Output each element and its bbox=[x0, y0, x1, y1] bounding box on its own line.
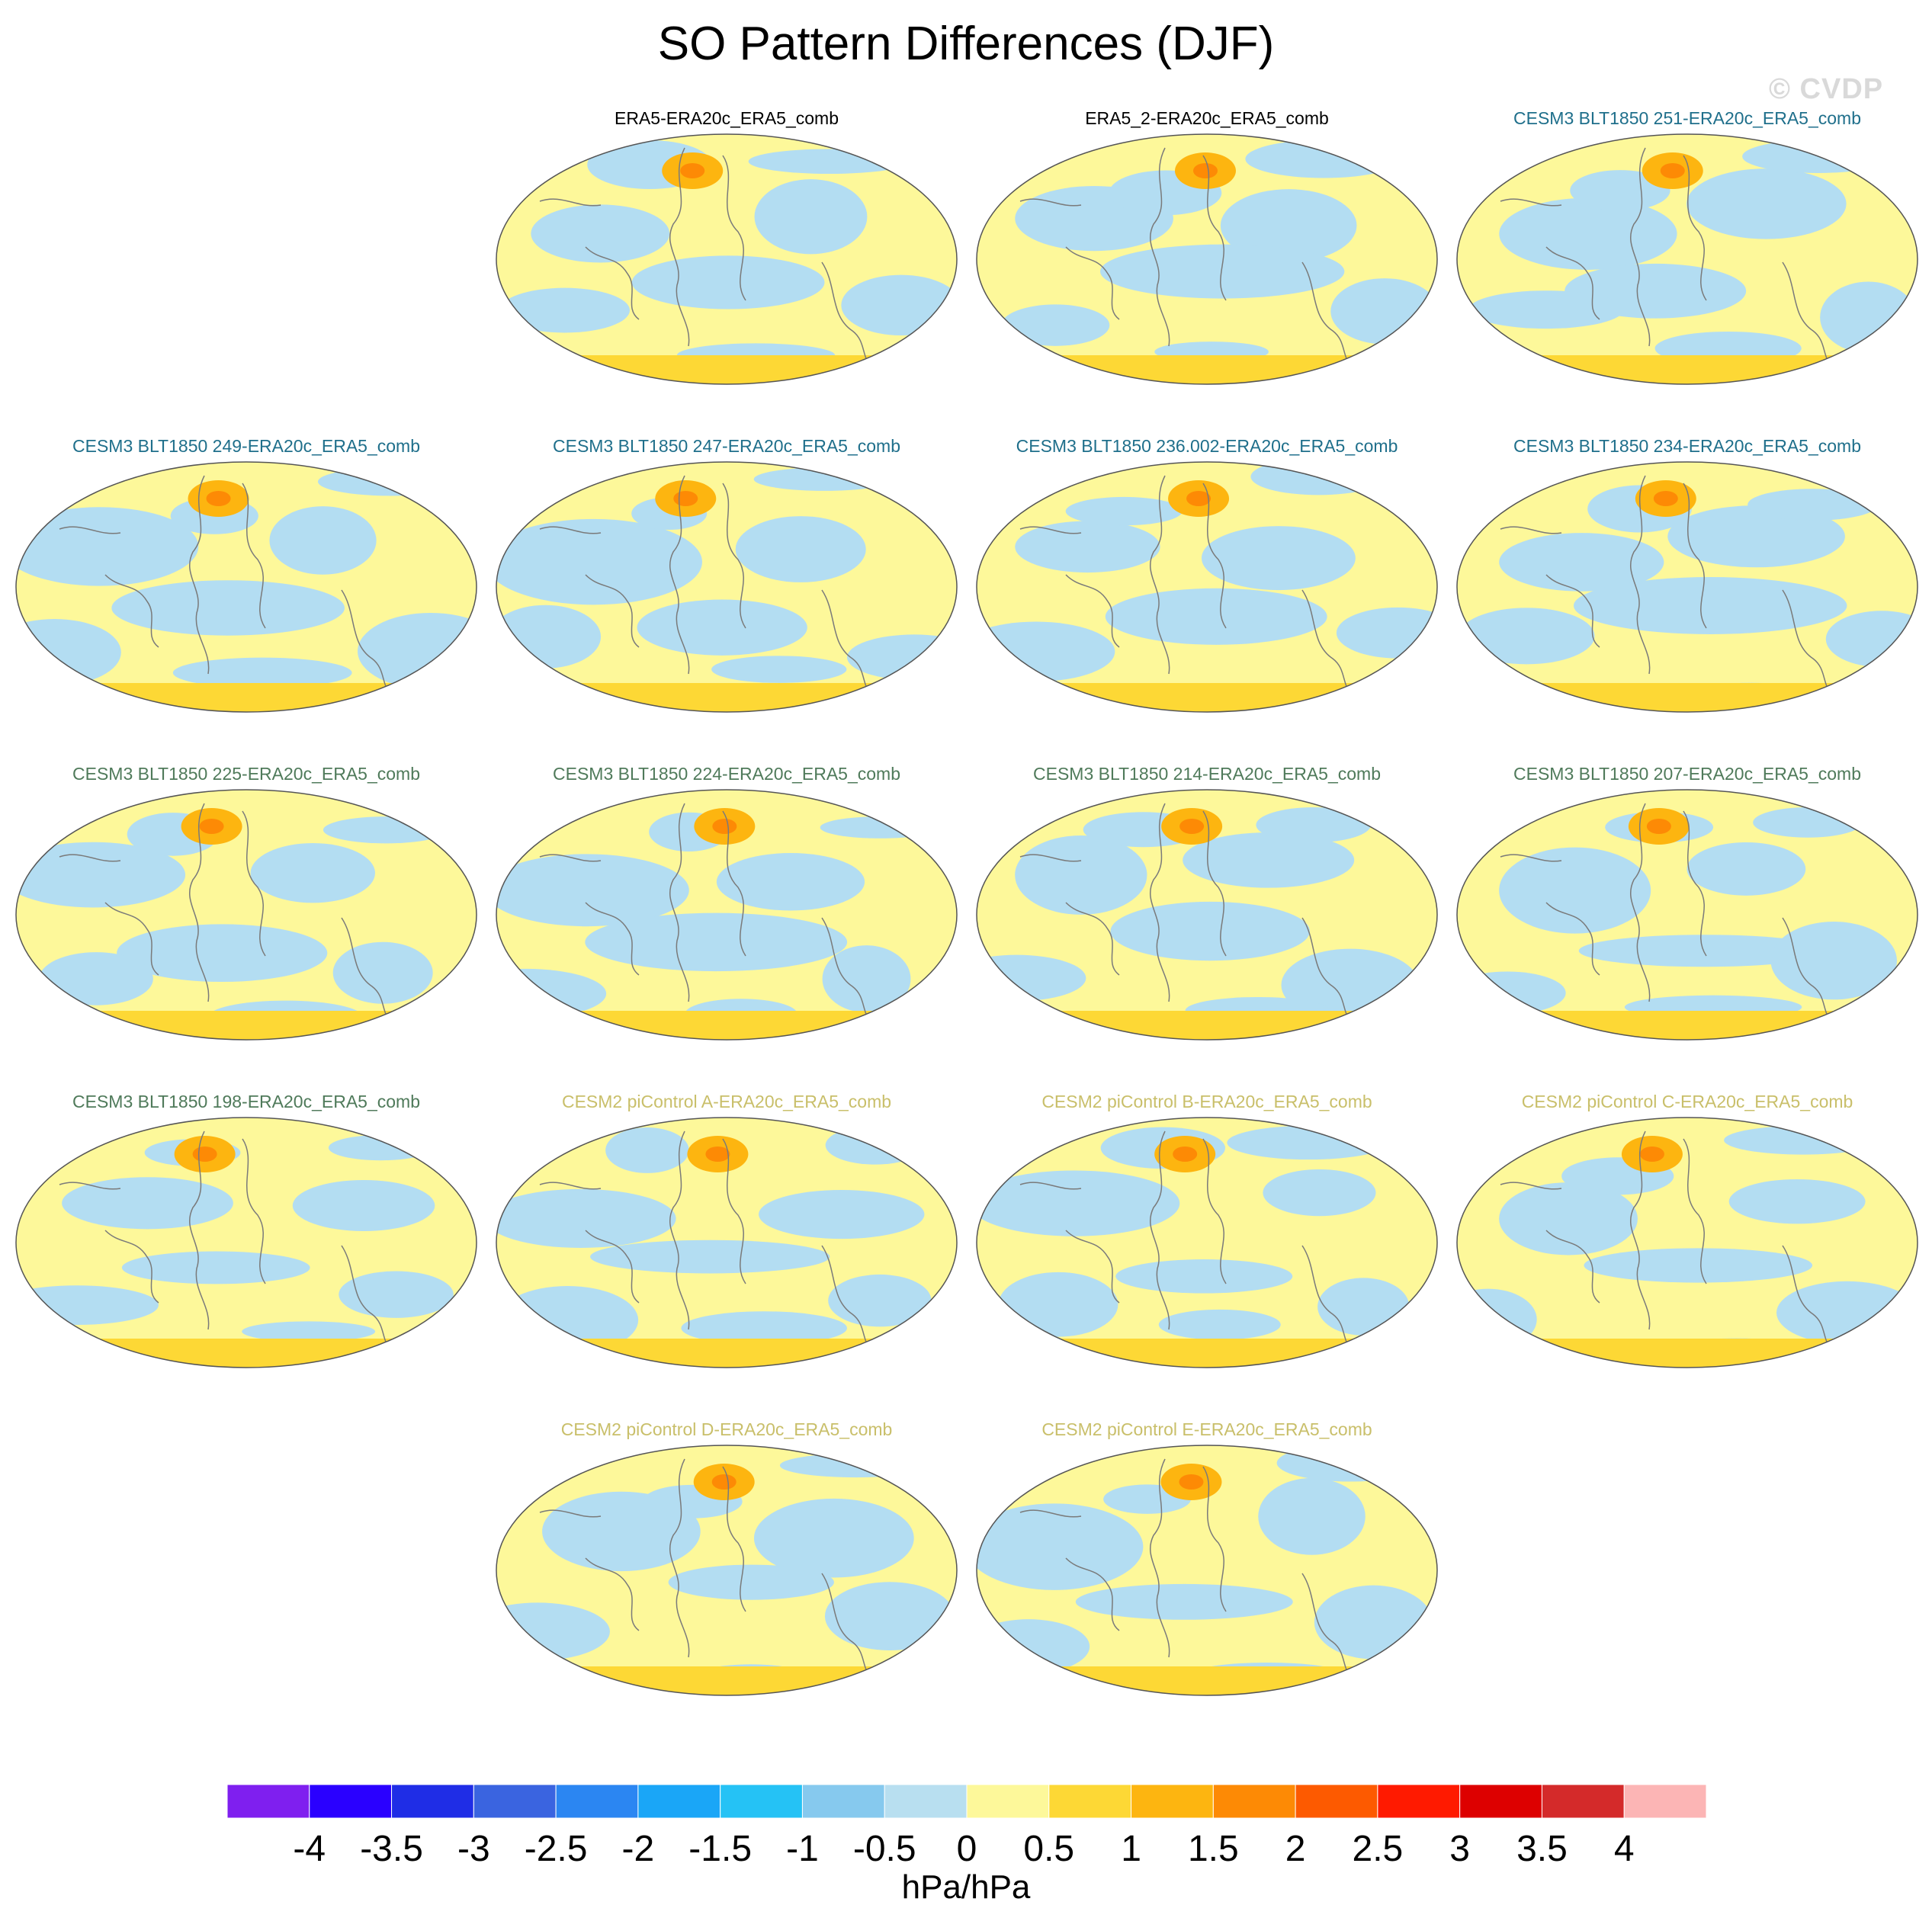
projected-map bbox=[496, 789, 958, 1041]
colorbar-tick-label: 1 bbox=[1121, 1829, 1141, 1869]
colorbar-swatch bbox=[884, 1784, 968, 1819]
colorbar-units-label: hPa/hPa bbox=[901, 1868, 1031, 1906]
map-panel: CESM3 BLT1850 224-ERA20c_ERA5_comb bbox=[490, 762, 963, 1075]
map-panel: CESM2 piControl A-ERA20c_ERA5_comb bbox=[490, 1090, 963, 1403]
projected-map bbox=[496, 1117, 958, 1368]
map-panel: CESM3 BLT1850 234-ERA20c_ERA5_comb bbox=[1451, 435, 1924, 747]
map-panel: ERA5-ERA20c_ERA5_comb bbox=[490, 107, 963, 419]
colorbar-swatch bbox=[1377, 1784, 1461, 1819]
panel-label: CESM3 BLT1850 236.002-ERA20c_ERA5_comb bbox=[1016, 436, 1398, 456]
colorbar-tick-label: 0.5 bbox=[1023, 1829, 1075, 1869]
colorbar-tick-label: -1 bbox=[786, 1829, 819, 1869]
colorbar-swatch bbox=[1459, 1784, 1542, 1819]
map-panel: CESM3 BLT1850 251-ERA20c_ERA5_comb bbox=[1451, 107, 1924, 419]
colorbar-tick-label: -0.5 bbox=[852, 1829, 916, 1869]
colorbar-swatch bbox=[1623, 1784, 1706, 1819]
panel-label: CESM3 BLT1850 224-ERA20c_ERA5_comb bbox=[553, 764, 900, 784]
colorbar-swatch bbox=[391, 1784, 474, 1819]
projected-map bbox=[496, 461, 958, 713]
colorbar bbox=[227, 1784, 1706, 1819]
projected-map bbox=[1456, 133, 1918, 385]
map-panel: CESM3 BLT1850 225-ERA20c_ERA5_comb bbox=[10, 762, 483, 1075]
projected-map bbox=[976, 1445, 1438, 1696]
colorbar-tick-label: -1.5 bbox=[688, 1829, 753, 1869]
projected-map bbox=[15, 789, 477, 1041]
projected-map bbox=[1456, 1117, 1918, 1368]
map-panel: CESM2 piControl D-ERA20c_ERA5_comb bbox=[490, 1418, 963, 1730]
colorbar-swatch bbox=[1212, 1784, 1296, 1819]
colorbar-tick-label: -2.5 bbox=[524, 1829, 588, 1869]
projected-map bbox=[496, 133, 958, 385]
projected-map bbox=[976, 789, 1438, 1041]
colorbar-tick-label: 4 bbox=[1613, 1829, 1635, 1869]
colorbar-swatch bbox=[720, 1784, 803, 1819]
panel-label: CESM3 BLT1850 251-ERA20c_ERA5_comb bbox=[1513, 108, 1861, 128]
panel-label: CESM2 piControl A-ERA20c_ERA5_comb bbox=[561, 1092, 892, 1111]
colorbar-tick-label: 2 bbox=[1285, 1829, 1306, 1869]
colorbar-tick-label: 1.5 bbox=[1187, 1829, 1239, 1869]
colorbar-tick-label: 0 bbox=[956, 1829, 977, 1869]
colorbar-tick-label: -3 bbox=[457, 1829, 490, 1869]
colorbar-swatch bbox=[1048, 1784, 1132, 1819]
colorbar-tick-label: -2 bbox=[621, 1829, 655, 1869]
colorbar-swatch bbox=[309, 1784, 393, 1819]
map-panel: CESM3 BLT1850 249-ERA20c_ERA5_comb bbox=[10, 435, 483, 747]
colorbar-swatch bbox=[966, 1784, 1050, 1819]
colorbar-swatch bbox=[555, 1784, 639, 1819]
map-panel: CESM3 BLT1850 198-ERA20c_ERA5_comb bbox=[10, 1090, 483, 1403]
panel-label: CESM2 piControl D-ERA20c_ERA5_comb bbox=[560, 1419, 893, 1439]
map-panel: CESM3 BLT1850 214-ERA20c_ERA5_comb bbox=[971, 762, 1443, 1075]
panel-label: ERA5-ERA20c_ERA5_comb bbox=[614, 108, 839, 128]
map-panel: CESM3 BLT1850 236.002-ERA20c_ERA5_comb bbox=[971, 435, 1443, 747]
map-panel: CESM3 BLT1850 247-ERA20c_ERA5_comb bbox=[490, 435, 963, 747]
colorbar-swatch bbox=[473, 1784, 557, 1819]
map-panel: ERA5_2-ERA20c_ERA5_comb bbox=[971, 107, 1443, 419]
projected-map bbox=[976, 1117, 1438, 1368]
colorbar-swatch bbox=[1295, 1784, 1378, 1819]
colorbar-swatch bbox=[1541, 1784, 1625, 1819]
panel-label: CESM3 BLT1850 234-ERA20c_ERA5_comb bbox=[1513, 436, 1861, 456]
cvdp-watermark: © CVDP bbox=[1769, 73, 1884, 105]
projected-map bbox=[1456, 461, 1918, 713]
colorbar-swatch bbox=[801, 1784, 885, 1819]
panel-label: CESM3 BLT1850 247-ERA20c_ERA5_comb bbox=[553, 436, 900, 456]
colorbar-tick-label: -4 bbox=[293, 1829, 326, 1869]
panel-label: CESM3 BLT1850 207-ERA20c_ERA5_comb bbox=[1513, 764, 1861, 784]
projected-map bbox=[1456, 789, 1918, 1041]
panel-label: CESM2 piControl C-ERA20c_ERA5_comb bbox=[1521, 1092, 1853, 1111]
panel-label: CESM2 piControl B-ERA20c_ERA5_comb bbox=[1041, 1092, 1372, 1111]
map-panel: CESM2 piControl C-ERA20c_ERA5_comb bbox=[1451, 1090, 1924, 1403]
figure-title: SO Pattern Differences (DJF) bbox=[657, 18, 1275, 70]
colorbar-tick-label: 2.5 bbox=[1352, 1829, 1404, 1869]
map-panel: CESM2 piControl E-ERA20c_ERA5_comb bbox=[971, 1418, 1443, 1730]
map-panel: CESM2 piControl B-ERA20c_ERA5_comb bbox=[971, 1090, 1443, 1403]
panel-label: ERA5_2-ERA20c_ERA5_comb bbox=[1085, 108, 1329, 128]
projected-map bbox=[15, 1117, 477, 1368]
projected-map bbox=[496, 1445, 958, 1696]
colorbar-swatch bbox=[1131, 1784, 1214, 1819]
panel-label: CESM3 BLT1850 225-ERA20c_ERA5_comb bbox=[72, 764, 420, 784]
colorbar-tick-label: 3 bbox=[1449, 1829, 1470, 1869]
projected-map bbox=[976, 133, 1438, 385]
colorbar-swatch bbox=[227, 1784, 310, 1819]
panel-label: CESM2 piControl E-ERA20c_ERA5_comb bbox=[1041, 1419, 1372, 1439]
panel-label: CESM3 BLT1850 198-ERA20c_ERA5_comb bbox=[72, 1092, 420, 1111]
map-panel: CESM3 BLT1850 207-ERA20c_ERA5_comb bbox=[1451, 762, 1924, 1075]
projected-map bbox=[15, 461, 477, 713]
colorbar-swatch bbox=[637, 1784, 721, 1819]
panel-label: CESM3 BLT1850 214-ERA20c_ERA5_comb bbox=[1033, 764, 1381, 784]
panel-label: CESM3 BLT1850 249-ERA20c_ERA5_comb bbox=[72, 436, 420, 456]
colorbar-tick-label: -3.5 bbox=[360, 1829, 423, 1869]
projected-map bbox=[976, 461, 1438, 713]
colorbar-tick-label: 3.5 bbox=[1516, 1829, 1568, 1869]
